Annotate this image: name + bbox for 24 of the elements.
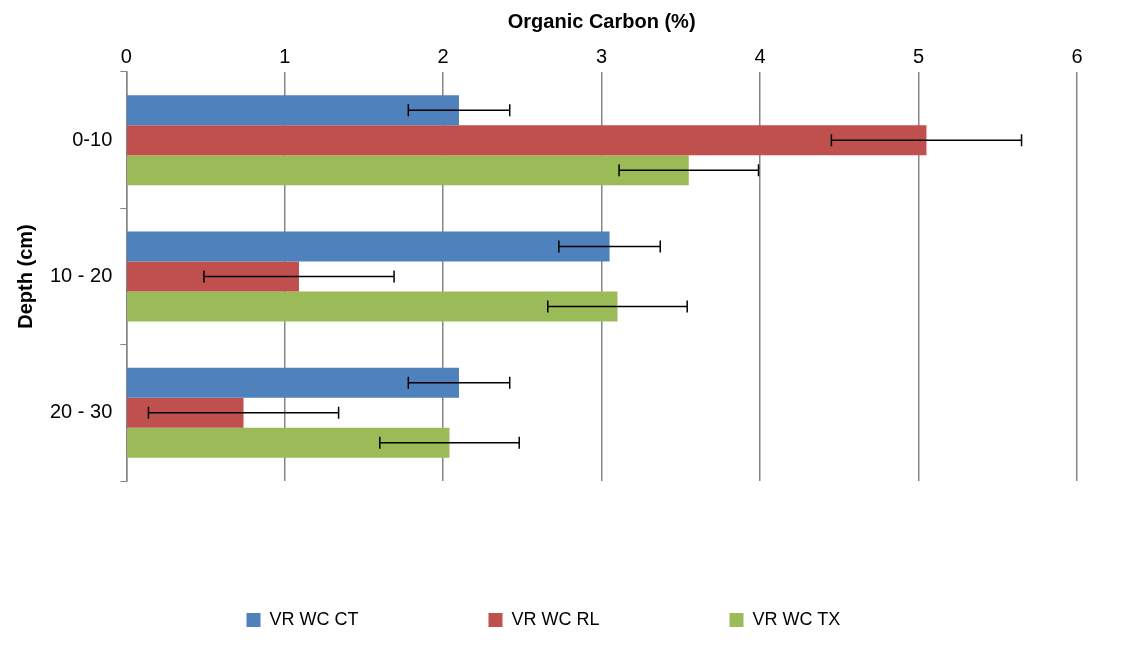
x-tick-label: 0 <box>120 44 132 67</box>
legend-label: VR WC TX <box>752 608 841 629</box>
x-tick-label: 5 <box>912 44 925 67</box>
bar <box>127 397 244 428</box>
x-tick-label: 4 <box>754 44 766 67</box>
x-tick-label: 3 <box>596 44 608 67</box>
y-tick-label: 0-10 <box>72 127 113 150</box>
bar <box>127 261 299 292</box>
bar <box>127 367 460 398</box>
x-tick-label: 6 <box>1071 44 1083 67</box>
y-tick-label: 10 - 20 <box>50 264 113 287</box>
bar <box>127 95 460 126</box>
bar <box>127 231 610 262</box>
bar <box>127 125 927 156</box>
x-axis-title: Organic Carbon (%) <box>507 9 696 32</box>
bar <box>127 427 450 458</box>
legend-label: VR WC RL <box>511 608 600 629</box>
y-axis-title: Depth (cm) <box>13 224 36 329</box>
bar <box>127 155 689 186</box>
y-tick-label: 20 - 30 <box>50 400 113 423</box>
legend-label: VR WC CT <box>269 608 359 629</box>
x-tick-label: 1 <box>279 44 291 67</box>
x-tick-label: 2 <box>437 44 449 67</box>
bar <box>127 291 618 322</box>
